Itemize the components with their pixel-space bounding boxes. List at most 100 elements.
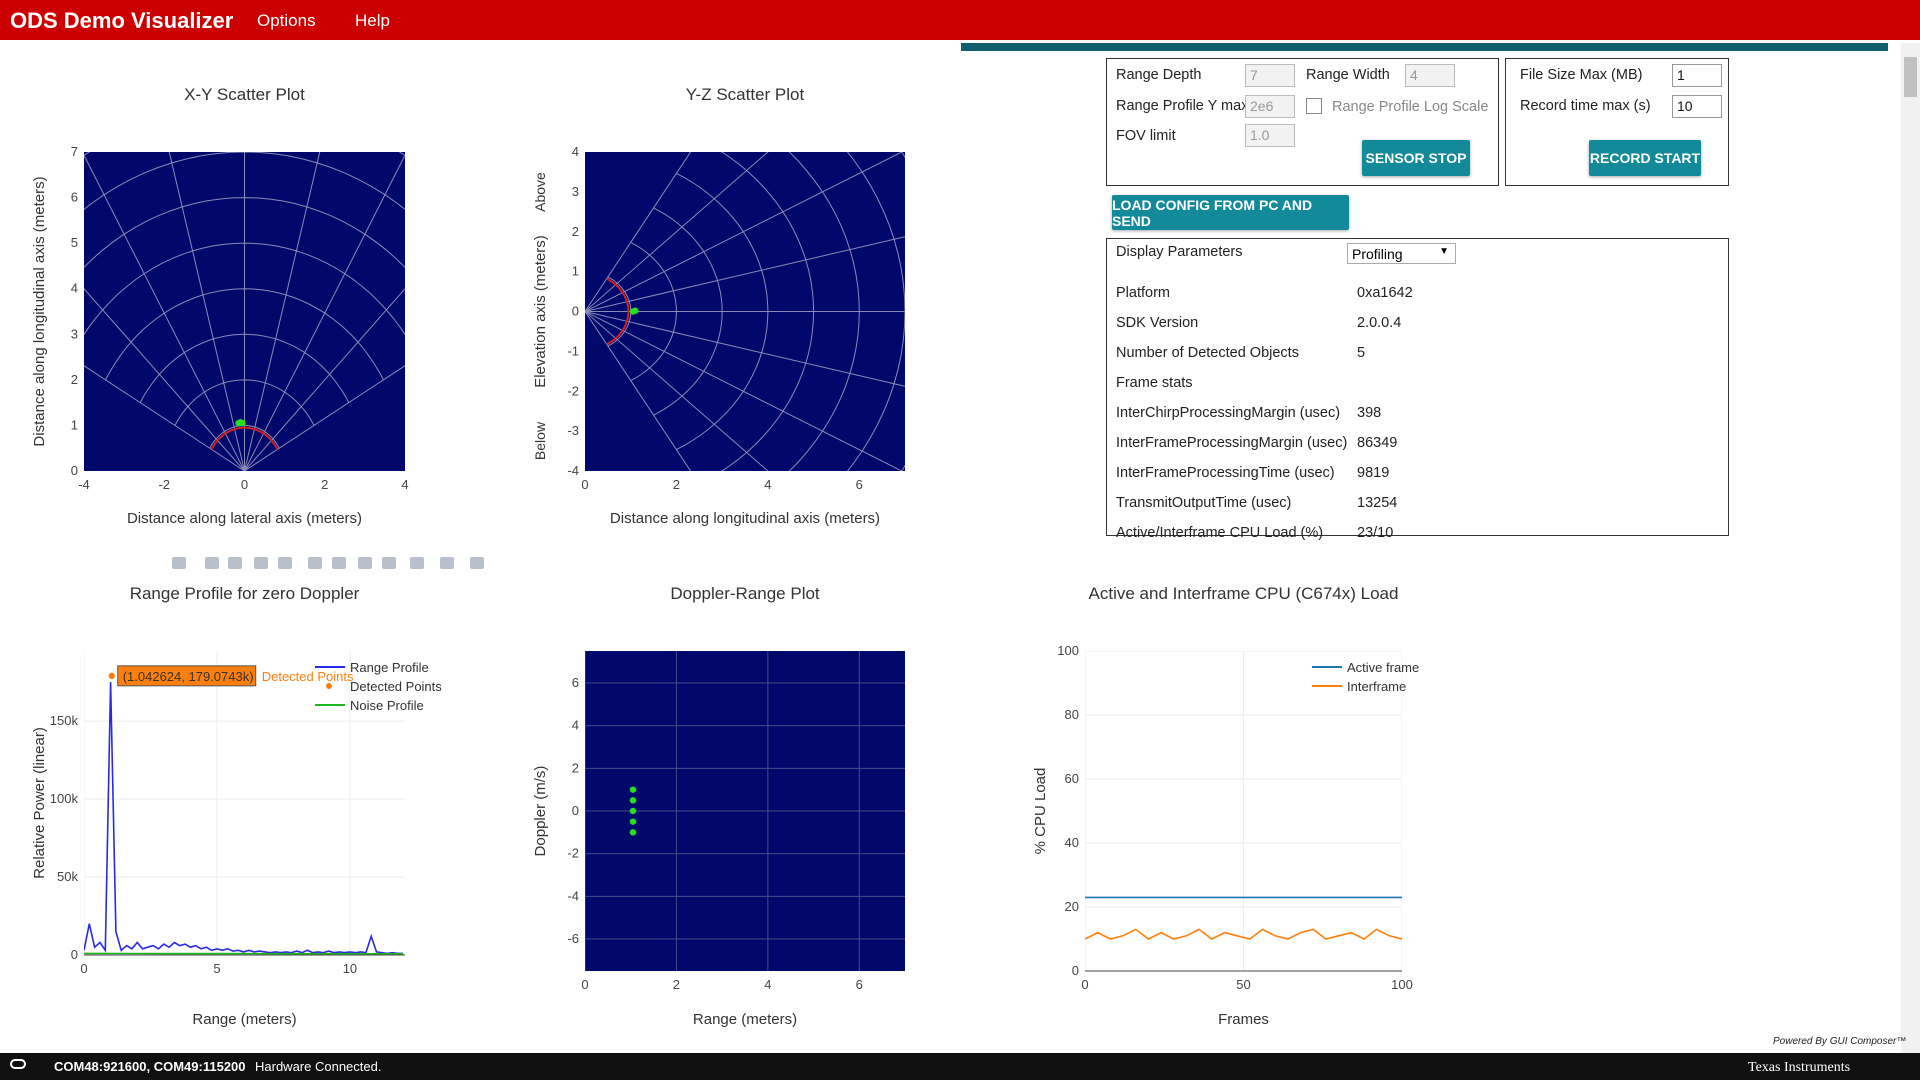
polar-arc [653, 207, 723, 416]
record-start-button[interactable]: RECORD START [1589, 140, 1701, 176]
y-tick-label: -2 [567, 846, 579, 861]
plot-area [84, 651, 405, 955]
polar-arc [105, 288, 384, 381]
y-tick-label: 0 [71, 463, 78, 478]
fov-arc [210, 426, 279, 450]
polar-arc [84, 242, 405, 336]
chart-title: Range Profile for zero Doppler [130, 584, 360, 603]
polar-arc [139, 333, 350, 403]
stat-label: Frame stats [1116, 375, 1193, 391]
y-tick-label: 6 [71, 190, 78, 205]
record-controls [1505, 58, 1729, 186]
y-tick-label: -6 [567, 931, 579, 946]
plot-area [1085, 651, 1402, 971]
stat-value: 13254 [1357, 495, 1398, 511]
stat-value: 2.0.0.4 [1357, 315, 1402, 331]
toolbar-icon [308, 557, 322, 569]
toolbar-icon [382, 557, 396, 569]
toolbar-icon [205, 557, 219, 569]
text-input[interactable]: 1 [1672, 64, 1722, 87]
field-label: File Size Max (MB) [1520, 67, 1643, 83]
connection-status: Hardware Connected. [255, 1059, 382, 1074]
y-axis-label: % CPU Load [1032, 768, 1049, 855]
text-input[interactable]: 7 [1245, 64, 1295, 87]
x-tick-label: 0 [241, 477, 248, 492]
scrollbar[interactable] [1901, 43, 1920, 1053]
port-status: COM48:921600, COM49:115200 [54, 1059, 246, 1074]
legend-label: Noise Profile [350, 698, 424, 713]
mode-value: Profiling [1352, 246, 1403, 262]
y-tick-label: 0 [572, 304, 579, 319]
y-tick-label: 1 [71, 417, 78, 432]
menu-item[interactable]: Options [257, 11, 316, 30]
x-tick-label: 4 [401, 477, 408, 492]
x-tick-label: 2 [321, 477, 328, 492]
app-header: ODS Demo Visualizer Options Help [0, 0, 1920, 40]
text-input[interactable]: 1.0 [1245, 124, 1295, 147]
field-label: FOV limit [1116, 128, 1176, 144]
data-point [629, 807, 637, 815]
x-tick-label: 0 [1081, 977, 1088, 992]
data-line [1085, 928, 1402, 940]
field-label: Range Depth [1116, 67, 1202, 83]
mode-select[interactable]: Profiling ▼ [1347, 243, 1456, 264]
x-tick-label: 4 [764, 977, 771, 992]
stat-label: SDK Version [1116, 315, 1199, 331]
y-tick-label: 3 [71, 326, 78, 341]
toolbar-icon [440, 557, 454, 569]
y-tick-label: -2 [567, 383, 579, 398]
checkbox[interactable] [1306, 98, 1322, 114]
axis-annotation: Below [532, 421, 548, 460]
x-tick-label: -4 [78, 477, 90, 492]
stat-value: 23/10 [1357, 525, 1394, 541]
y-tick-label: 100 [1057, 643, 1079, 658]
toolbar-icon [228, 557, 242, 569]
y-axis-label: Doppler (m/s) [532, 766, 549, 857]
legend-label: Range Profile [350, 660, 429, 675]
field-label: Range Width [1306, 67, 1390, 83]
data-point [108, 672, 115, 680]
sensor-controls [1106, 58, 1499, 186]
stats-heading: Display Parameters [1116, 244, 1243, 260]
fov-arc [606, 277, 630, 346]
stats-panel: Display Parameters Profiling ▼ Platform 0x… [1106, 238, 1729, 541]
x-axis-label: Distance along longitudinal axis (meters… [610, 510, 880, 527]
y-tick-label: 2 [71, 372, 78, 387]
polar-arc [84, 197, 405, 268]
y-tick-label: 80 [1065, 707, 1079, 722]
stat-value: 0xa1642 [1357, 285, 1413, 301]
toolbar-icon [332, 557, 346, 569]
sensor-stop-button[interactable]: SENSOR STOP [1362, 140, 1470, 176]
stat-label: Platform [1116, 285, 1170, 301]
y-tick-label: 2 [572, 224, 579, 239]
x-tick-label: 10 [343, 961, 357, 976]
stat-value: 398 [1357, 405, 1382, 421]
y-tick-label: 5 [71, 235, 78, 250]
stat-label: Number of Detected Objects [1116, 345, 1299, 361]
stat-label: InterFrameProcessingMargin (usec) [1116, 435, 1348, 451]
text-input[interactable]: 2e6 [1245, 95, 1295, 118]
text-input[interactable]: 4 [1405, 64, 1455, 87]
x-tick-label: 2 [673, 977, 680, 992]
y-tick-label: 60 [1065, 771, 1079, 786]
y-tick-label: 4 [572, 144, 579, 159]
status-bar: COM48:921600, COM49:115200 Hardware Conn… [0, 1053, 1920, 1080]
powered-by: Powered By GUI Composer™ [1773, 1036, 1907, 1047]
menu-item[interactable]: Help [355, 11, 390, 30]
plot-area [585, 152, 905, 471]
y-tick-label: 1 [572, 264, 579, 279]
y-tick-label: 0 [572, 803, 579, 818]
load-config-button[interactable]: LOAD CONFIG FROM PC AND SEND [1112, 195, 1349, 230]
field-label: Record time max (s) [1520, 98, 1651, 114]
stat-label: Active/Interframe CPU Load (%) [1116, 525, 1324, 541]
x-tick-label: 50 [1236, 977, 1250, 992]
axis-annotation: Above [532, 172, 548, 212]
x-axis-label: Range (meters) [192, 1011, 296, 1028]
legend-label: Detected Points [350, 679, 442, 694]
text-input[interactable]: 10 [1672, 95, 1722, 118]
data-point [239, 419, 246, 427]
hover-box [117, 665, 257, 687]
stat-label: InterChirpProcessingMargin (usec) [1116, 405, 1341, 421]
y-tick-label: 4 [71, 281, 78, 296]
